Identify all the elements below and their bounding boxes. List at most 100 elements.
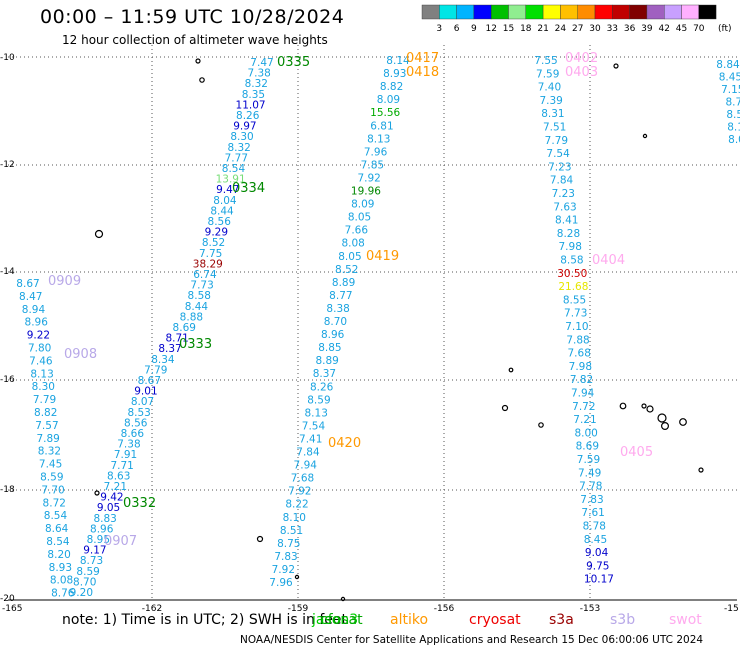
swh-value: 8.37 <box>313 368 336 380</box>
swh-value: 8.93 <box>383 68 406 80</box>
swh-value: 8.30 <box>32 381 55 393</box>
pass-label: 0333 <box>179 337 212 352</box>
swh-value: 8.96 <box>90 523 114 535</box>
color-swatch <box>612 4 630 20</box>
pass-label: 0907 <box>104 534 137 549</box>
island-outline <box>195 58 201 64</box>
footnote: note: 1) Time is in UTC; 2) SWH is in fe… <box>62 612 348 628</box>
swh-value: 8.69 <box>173 322 196 334</box>
island-outline <box>340 596 346 602</box>
lat-lon-grid <box>8 45 737 600</box>
swh-value: 8.44 <box>210 205 234 217</box>
swh-value: 7.23 <box>548 161 571 173</box>
x-tick-label: -162 <box>142 604 162 614</box>
swh-value: 9.01 <box>134 386 157 398</box>
swh-value: 8.08 <box>50 575 73 587</box>
color-swatch <box>681 4 699 20</box>
swh-value: 8.5 <box>726 109 740 121</box>
swh-value: 8.63 <box>107 470 130 482</box>
swh-value: 7.72 <box>572 401 595 413</box>
x-tick-label: -15 <box>724 604 739 614</box>
color-tick-label: 45 <box>676 24 687 34</box>
x-tick-label: -156 <box>434 604 455 614</box>
swh-value: 8.22 <box>285 499 308 511</box>
color-swatch <box>508 4 526 20</box>
swh-value: 8.13 <box>367 133 390 145</box>
island-outline <box>256 535 264 543</box>
swh-value: 8.32 <box>227 142 250 154</box>
swh-value: 7.10 <box>565 321 588 333</box>
swh-value: 7.88 <box>566 334 589 346</box>
swh-value: 8.67 <box>138 375 161 387</box>
swh-value: 7.47 <box>250 57 273 69</box>
color-swatch <box>456 4 475 20</box>
swh-value: 9.47 <box>216 184 239 196</box>
track-d: 8.678.478.948.969.227.807.468.138.307.79… <box>16 278 74 600</box>
swh-value: 8.35 <box>242 89 265 101</box>
swh-value: 8.71 <box>165 333 188 345</box>
swh-value: 8.55 <box>563 294 586 306</box>
swh-value: 8.53 <box>127 407 150 419</box>
swh-value: 7.71 <box>110 460 133 472</box>
swh-value: 9.42 <box>100 492 123 504</box>
swh-value: 7.66 <box>345 225 369 237</box>
island-outline <box>501 404 509 412</box>
swh-value: 10.17 <box>584 574 614 586</box>
swh-value: 6.74 <box>193 269 217 281</box>
swh-value: 8.1 <box>727 122 740 134</box>
swh-value: 8.05 <box>338 251 361 263</box>
color-tick-label: 39 <box>641 24 653 34</box>
color-swatch <box>664 4 682 20</box>
color-swatch <box>439 4 457 20</box>
island-outline <box>508 367 514 373</box>
swh-value: 7.83 <box>580 494 603 506</box>
swh-value: 8.04 <box>213 195 237 207</box>
swh-value: 38.29 <box>193 258 223 270</box>
swh-value: 8.84 <box>716 59 740 71</box>
swh-value: 9.22 <box>27 330 50 342</box>
swh-value: 7.55 <box>534 55 557 67</box>
island-outlines <box>94 58 704 602</box>
swh-value: 8.32 <box>245 78 268 90</box>
pass-label: 0335 <box>277 55 310 70</box>
color-scale-bar: 3 6 9 12 15 18 21 24 27 30 33 36 39 42 45 70 (ft) <box>421 4 732 34</box>
swh-value: 7.23 <box>552 188 575 200</box>
x-tick-label: -165 <box>2 604 22 614</box>
swh-value: 7.68 <box>291 473 314 485</box>
swh-value: 8.73 <box>80 555 103 567</box>
map-subtitle: 12 hour collection of altimeter wave hei… <box>62 33 328 47</box>
color-tick-label: 15 <box>503 24 514 34</box>
color-tick-label: 30 <box>589 24 601 34</box>
mission-label-s3a: s3a <box>549 612 574 628</box>
swh-value: 8.09 <box>351 199 374 211</box>
swh-value: 13.91 <box>216 174 246 186</box>
swh-value: 7.96 <box>364 146 388 158</box>
pass-label: 0417 <box>406 51 439 66</box>
island-outline <box>679 418 687 426</box>
swh-value: 7.61 <box>581 507 604 519</box>
pass-label: 0908 <box>64 347 97 362</box>
swh-value: 8.32 <box>38 446 61 458</box>
swh-value: 6.81 <box>370 120 393 132</box>
pass-label: 0418 <box>406 65 439 80</box>
x-tick-label: -159 <box>288 604 309 614</box>
swh-value: 8.66 <box>121 428 145 440</box>
swh-value: 7.63 <box>553 201 576 213</box>
swh-value: 8.0 <box>728 134 740 146</box>
island-outline <box>613 63 619 69</box>
island-outline <box>619 402 627 410</box>
swh-value: 19.96 <box>351 186 381 198</box>
swh-value: 8.88 <box>180 311 203 323</box>
island-outline <box>698 467 704 473</box>
swh-value: 7.39 <box>539 95 562 107</box>
swh-value: 8.13 <box>305 407 328 419</box>
pass-label: 0404 <box>592 253 625 268</box>
swh-value: 8.93 <box>49 562 72 574</box>
pass-label: 0334 <box>232 181 265 196</box>
island-outline <box>657 413 667 423</box>
color-tick-label: 42 <box>658 24 669 34</box>
swh-value: 8.94 <box>22 304 46 316</box>
y-tick-label: -14 <box>0 267 15 277</box>
swh-value: 30.50 <box>557 268 587 280</box>
swh-value: 7.79 <box>144 364 167 376</box>
